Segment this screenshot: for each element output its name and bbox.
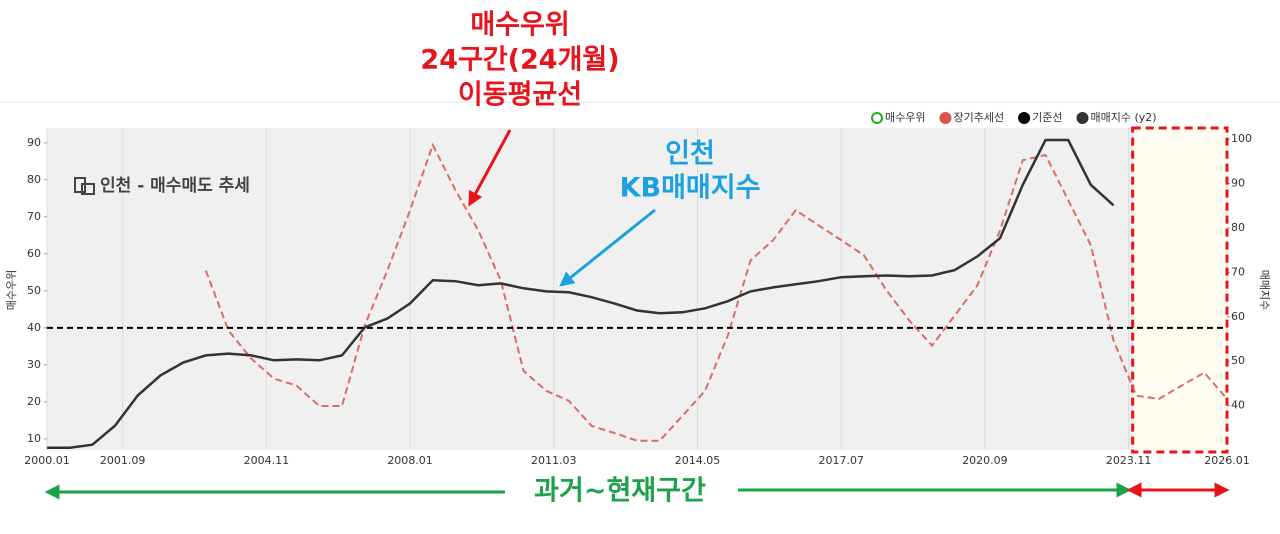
x-tick-label: 2004.11 (244, 454, 290, 467)
x-tick-label: 2017.07 (818, 454, 864, 467)
y-tick-label: 40 (27, 321, 41, 334)
annotation: 이동평균선 (458, 80, 582, 111)
legend-label: 기준선 (1032, 111, 1062, 124)
legend-marker (1076, 112, 1089, 124)
highlight-region (1131, 126, 1229, 454)
series-line (47, 138, 1115, 450)
legend-label: 매매지수 (y2) (1090, 111, 1156, 124)
x-tick-label: 2001.09 (100, 454, 146, 467)
y-tick-label: 20 (27, 395, 41, 408)
x-tick-label: 2020.09 (962, 454, 1008, 467)
x-tick-label: 2023.11 (1106, 454, 1152, 467)
y-tick-label: 90 (27, 136, 41, 149)
annotation: 24구간(24개월) (420, 45, 619, 76)
x-tick-label: 2014.05 (675, 454, 721, 467)
y2-tick-label: 50 (1231, 354, 1245, 367)
y-tick-label: 10 (27, 432, 41, 445)
annotation: 매수우위 (470, 10, 569, 41)
legend-marker (1018, 112, 1031, 124)
legend-label: 장기추세선 (953, 111, 1004, 124)
x-tick-label: 2000.01 (24, 454, 70, 467)
y-tick-label: 60 (27, 247, 41, 260)
y-tick-label: 30 (27, 358, 41, 371)
y-tick-label: 70 (27, 210, 41, 223)
y2-tick-label: 80 (1231, 221, 1245, 234)
chart-title: 인천 - 매수매도 추세 (100, 176, 250, 196)
annotation: 과거~현재구간 (534, 476, 706, 507)
x-tick-label: 2026.01 (1204, 454, 1250, 467)
y-tick-label: 50 (27, 284, 41, 297)
series-line (204, 142, 1228, 442)
y-tick-label: 80 (27, 173, 41, 186)
y2-tick-label: 60 (1231, 310, 1245, 323)
y-axis-label: 매수우위 (5, 270, 18, 310)
plot-layer (44, 126, 1230, 454)
annotation-arrow (559, 208, 656, 287)
y2-tick-label: 100 (1231, 132, 1252, 145)
legend-marker (871, 112, 883, 124)
title-icon (74, 177, 95, 195)
x-tick-label: 2011.03 (531, 454, 577, 467)
y2-axis-label: 매매지수 (1258, 270, 1271, 310)
y2-tick-label: 70 (1231, 265, 1245, 278)
y2-tick-label: 40 (1231, 399, 1245, 412)
annotation: KB매매지수 (620, 173, 761, 204)
annotation: 인천 (665, 139, 715, 170)
annotation-arrow (468, 129, 512, 207)
plot-area (47, 128, 1227, 450)
y2-tick-label: 90 (1231, 177, 1245, 190)
x-tick-label: 2008.01 (387, 454, 433, 467)
legend-marker (939, 112, 952, 124)
legend-label: 매수우위 (885, 111, 925, 124)
